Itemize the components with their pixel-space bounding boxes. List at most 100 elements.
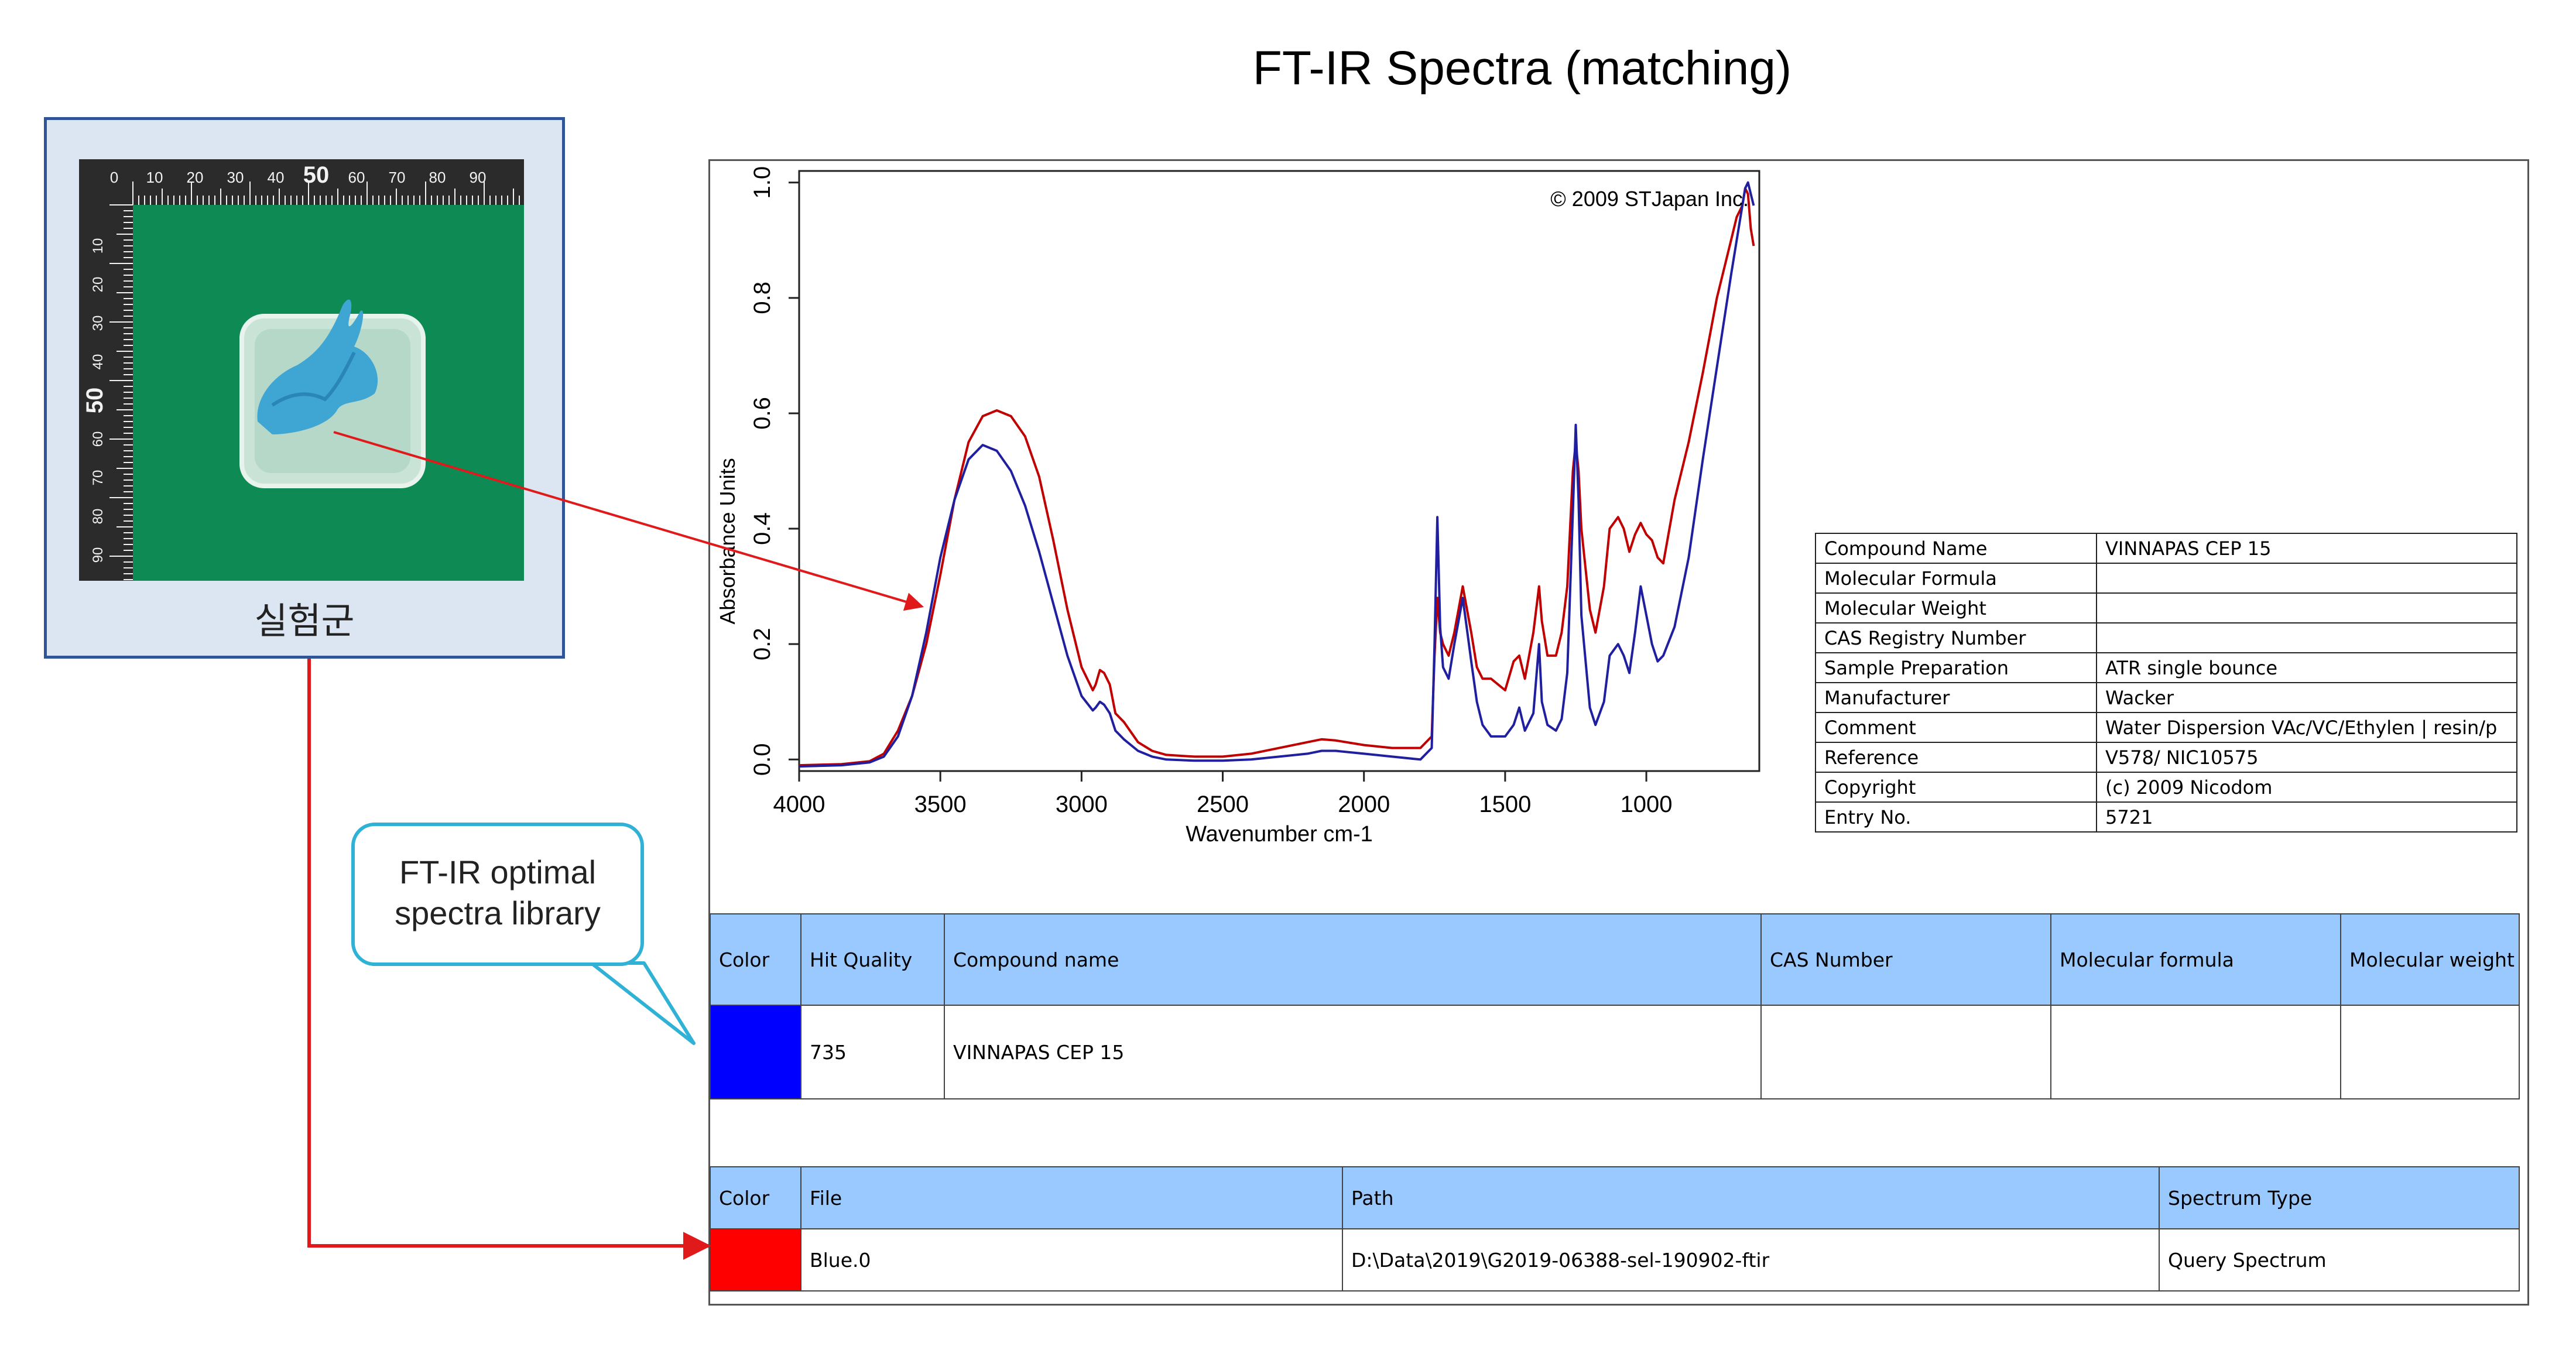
x-axis: 4000 3500 3000 2500 2000 1500 1000 (773, 771, 1673, 817)
sample-photo-drawing: 0 10 20 30 40 50 60 70 80 90 10 20 30 40 50 60 70 80 90 (82, 162, 520, 580)
ruler-top-label: 60 (348, 169, 365, 186)
ruler-top-label: 30 (227, 169, 244, 186)
ruler-top-label: 50 (303, 162, 330, 188)
callout-line-2: spectra library (395, 895, 601, 931)
ruler-left-label: 90 (90, 547, 106, 563)
info-value (2096, 622, 2517, 653)
x-tick-label: 4000 (773, 792, 825, 817)
table-row: Molecular Weight (1815, 592, 2517, 624)
table-row: Entry No. 5721 (1815, 801, 2517, 833)
col-path[interactable]: Path (1342, 1166, 2160, 1229)
ruler-left-label: 80 (90, 509, 106, 525)
x-axis-label: Wavenumber cm-1 (1186, 822, 1373, 847)
spectrum-series-1 (799, 187, 1755, 767)
ruler-top-label: 0 (110, 169, 118, 186)
info-value: VINNAPAS CEP 15 (2096, 533, 2517, 564)
sample-material (257, 299, 378, 434)
spectrum-type-cell: Query Spectrum (2159, 1228, 2520, 1292)
table-row[interactable]: 735 VINNAPAS CEP 15 (710, 1005, 2520, 1099)
callout-line-1: FT-IR optimal (399, 854, 597, 890)
ruler-top-label: 10 (146, 169, 163, 186)
info-value: Wacker (2096, 682, 2517, 713)
spectrum-chart: 4000 3500 3000 2500 2000 1500 1000 0.0 0.2 0.4 0.… (715, 166, 1760, 847)
sample-material-fold (271, 351, 356, 407)
col-molecular-weight[interactable]: Molecular weight (2340, 913, 2520, 1006)
report-frame (708, 159, 2529, 1306)
col-hit-quality[interactable]: Hit Quality (800, 913, 945, 1006)
info-value: (c) 2009 Nicodom (2096, 772, 2517, 803)
hit-list-table: Color Hit Quality Compound name CAS Numb… (710, 913, 2520, 1099)
callout-bubble (351, 823, 644, 966)
x-tick-label: 2000 (1338, 792, 1390, 817)
info-key: Sample Preparation (1815, 652, 2097, 683)
ruler-top-labels: 0 10 20 30 40 50 60 70 80 90 (110, 162, 487, 188)
info-key: Compound Name (1815, 533, 2097, 564)
molecular-weight-cell (2340, 1005, 2520, 1099)
compound-info-table: Compound Name VINNAPAS CEP 15 Molecular Fo… (1815, 533, 2517, 833)
col-compound-name[interactable]: Compound name (944, 913, 1762, 1006)
sample-photo: 0 10 20 30 40 50 60 70 80 90 10 20 30 40 50 60 70 80 90 (79, 159, 524, 581)
hit-table-header: Color Hit Quality Compound name CAS Numb… (710, 913, 2520, 1006)
spectrum-series-2 (799, 181, 1755, 768)
x-tick-label: 3000 (1056, 792, 1108, 817)
x-tick-label: 1000 (1621, 792, 1673, 817)
sample-to-spectrum-arrow (333, 431, 924, 611)
y-tick-label: 0.0 (749, 743, 775, 776)
table-row: CAS Registry Number (1815, 622, 2517, 653)
color-swatch (710, 1005, 801, 1099)
ruler-ticks (109, 181, 520, 580)
info-key: CAS Registry Number (1815, 622, 2097, 653)
info-key: Comment (1815, 712, 2097, 743)
y-tick-label: 0.6 (749, 397, 775, 430)
query-file-table: Color File Path Spectrum Type Blue.0 D:\… (710, 1166, 2520, 1292)
ruler-left-label: 60 (90, 431, 106, 447)
col-file[interactable]: File (800, 1166, 1343, 1229)
table-row: Manufacturer Wacker (1815, 682, 2517, 713)
y-tick-label: 0.4 (749, 512, 775, 545)
compound-name-cell: VINNAPAS CEP 15 (944, 1005, 1762, 1099)
plot-area (798, 170, 1760, 772)
ruler-left-labels: 10 20 30 40 50 60 70 80 90 (82, 238, 108, 563)
molecular-formula-cell (2050, 1005, 2341, 1099)
file-cell: Blue.0 (800, 1228, 1343, 1292)
ruler-left-label: 50 (82, 388, 108, 414)
info-key: Manufacturer (1815, 682, 2097, 713)
ruler-top-label: 90 (470, 169, 487, 186)
col-color[interactable]: Color (710, 1166, 801, 1229)
table-row[interactable]: Blue.0 D:\Data\2019\G2019-06388-sel-1909… (710, 1228, 2520, 1292)
y-axis-label: Absorbance Units (715, 458, 739, 624)
file-table-header: Color File Path Spectrum Type (710, 1166, 2520, 1229)
info-key: Copyright (1815, 772, 2097, 803)
ruler-left (79, 159, 133, 581)
ruler-top-label: 80 (429, 169, 446, 186)
color-swatch (710, 1228, 801, 1292)
ruler-left-label: 30 (90, 316, 106, 331)
info-value (2096, 563, 2517, 594)
sample-caption: 실험군 (254, 601, 355, 642)
info-value: Water Dispersion VAc/VC/Ethylen | resin/… (2096, 712, 2517, 743)
ruler-top-label: 70 (389, 169, 406, 186)
col-color[interactable]: Color (710, 913, 801, 1006)
chart-watermark: © 2009 STJapan Inc. (1550, 187, 1749, 211)
col-molecular-formula[interactable]: Molecular formula (2050, 913, 2341, 1006)
info-key: Molecular Formula (1815, 563, 2097, 594)
info-key: Reference (1815, 742, 2097, 773)
x-tick-label: 3500 (914, 792, 967, 817)
y-tick-label: 0.2 (749, 628, 775, 660)
info-value (2096, 592, 2517, 624)
col-spectrum-type[interactable]: Spectrum Type (2159, 1166, 2520, 1229)
callout-text: FT-IR optimal spectra library (351, 852, 644, 934)
x-tick-label: 2500 (1197, 792, 1249, 817)
y-tick-label: 0.8 (749, 282, 775, 314)
x-tick-label: 1500 (1479, 792, 1531, 817)
info-value: ATR single bounce (2096, 652, 2517, 683)
info-key: Entry No. (1815, 801, 2097, 833)
y-axis: 0.0 0.2 0.4 0.6 0.8 1.0 (749, 166, 799, 776)
table-row: Copyright (c) 2009 Nicodom (1815, 772, 2517, 803)
ruler-left-label: 70 (90, 470, 106, 486)
sample-to-file-arrow (307, 659, 711, 1260)
ruler-top (79, 159, 524, 205)
col-cas-number[interactable]: CAS Number (1760, 913, 2051, 1006)
table-row: Molecular Formula (1815, 563, 2517, 594)
path-cell: D:\Data\2019\G2019-06388-sel-190902-ftir (1342, 1228, 2160, 1292)
